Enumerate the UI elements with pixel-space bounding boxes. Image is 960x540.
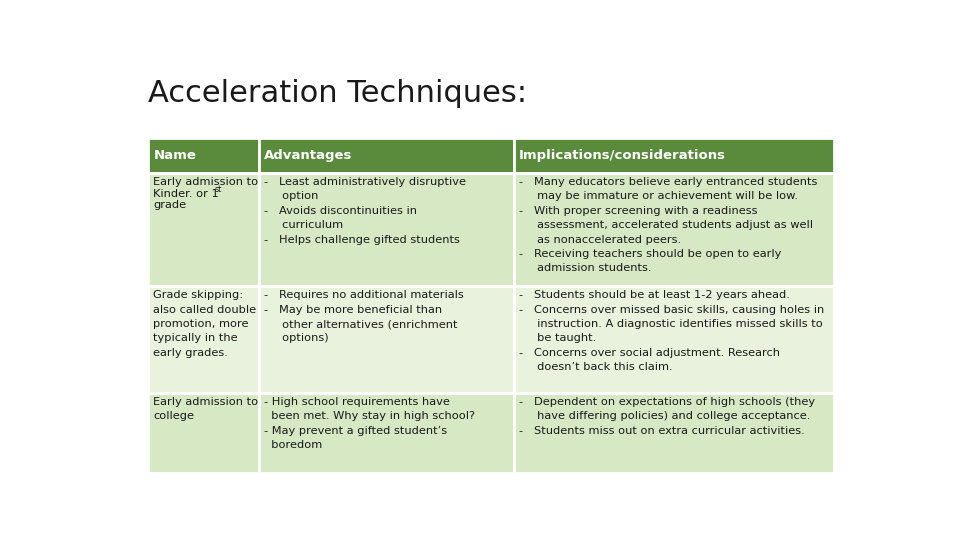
Bar	[259, 138, 514, 173]
Text: grade: grade	[154, 200, 186, 211]
Text: -   Many educators believe early entranced students
     may be immature or achi: - Many educators believe early entranced…	[519, 177, 818, 273]
Bar	[514, 286, 833, 393]
Bar	[259, 393, 514, 473]
Text: -   Least administratively disruptive
     option
-   Avoids discontinuities in
: - Least administratively disruptive opti…	[264, 177, 466, 245]
Bar	[259, 286, 514, 393]
Bar	[148, 286, 259, 393]
Text: Implications/considerations: Implications/considerations	[519, 148, 727, 162]
Text: Early admission to: Early admission to	[154, 177, 258, 187]
Text: -   Requires no additional materials
-   May be more beneficial than
     other : - Requires no additional materials - May…	[264, 291, 464, 343]
Bar	[514, 393, 833, 473]
Bar	[148, 173, 259, 286]
Text: Advantages: Advantages	[264, 148, 352, 162]
Text: -   Students should be at least 1-2 years ahead.
-   Concerns over missed basic : - Students should be at least 1-2 years …	[519, 291, 825, 372]
Text: Kinder. or 1: Kinder. or 1	[154, 188, 219, 199]
Text: Early admission to
college: Early admission to college	[154, 397, 258, 421]
Bar	[148, 138, 259, 173]
Text: Grade skipping:
also called double
promotion, more
typically in the
early grades: Grade skipping: also called double promo…	[154, 291, 256, 358]
Text: -   Dependent on expectations of high schools (they
     have differing policies: - Dependent on expectations of high scho…	[519, 397, 815, 436]
Text: Acceleration Techniques:: Acceleration Techniques:	[148, 79, 527, 109]
Bar	[514, 138, 833, 173]
Bar	[259, 173, 514, 286]
Text: - High school requirements have
  been met. Why stay in high school?
- May preve: - High school requirements have been met…	[264, 397, 475, 450]
Bar	[148, 393, 259, 473]
Bar	[514, 173, 833, 286]
Text: Name: Name	[154, 148, 197, 162]
Text: st: st	[214, 185, 222, 194]
